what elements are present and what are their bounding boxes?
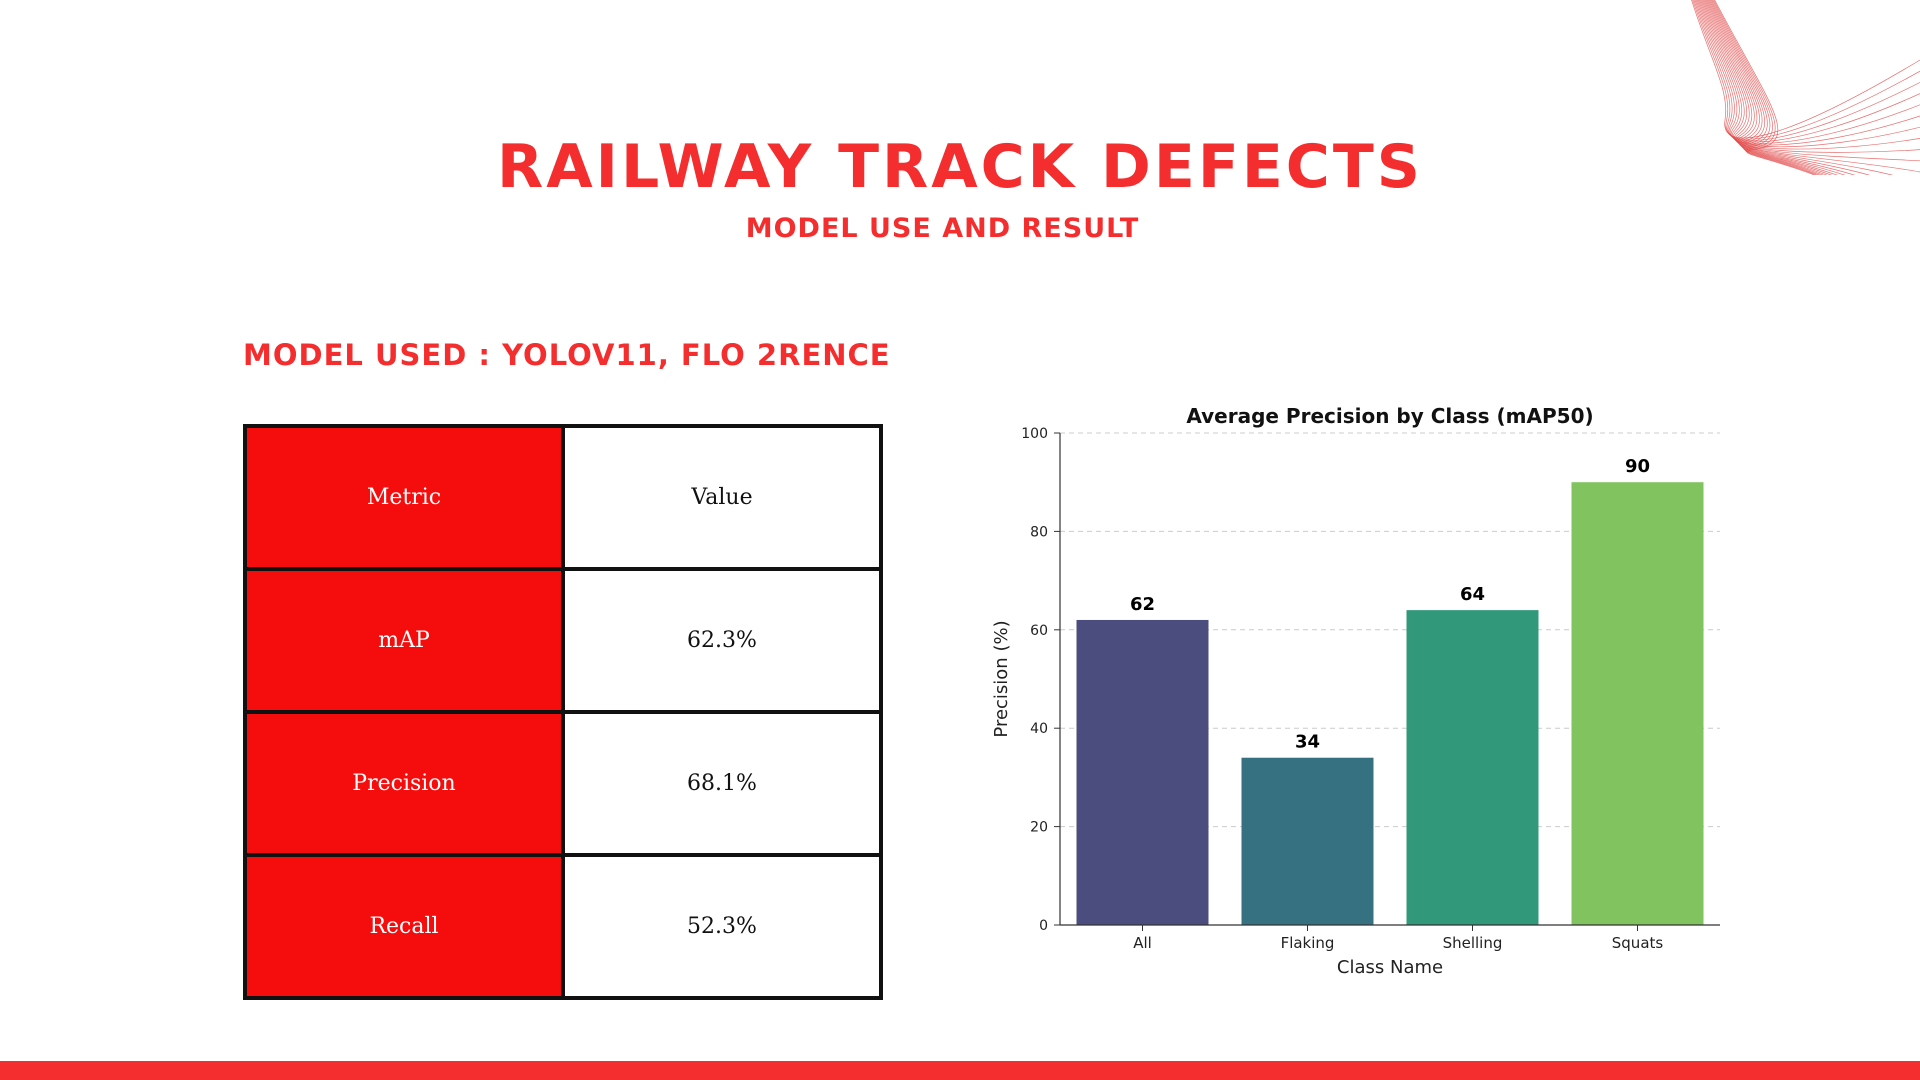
wave-line bbox=[1695, 0, 1920, 144]
y-axis-label: Precision (%) bbox=[991, 620, 1012, 737]
y-tick-label: 0 bbox=[1039, 918, 1048, 934]
table-row: Precision 68.1% bbox=[243, 710, 883, 857]
x-tick-label: Flaking bbox=[1281, 934, 1335, 952]
page-title: RAILWAY TRACK DEFECTS bbox=[497, 132, 1423, 202]
y-tick-label: 40 bbox=[1030, 721, 1048, 737]
table-row: mAP 62.3% bbox=[243, 567, 883, 714]
y-tick-label: 80 bbox=[1030, 524, 1048, 540]
wave-line bbox=[1714, 0, 1816, 175]
y-tick-label: 60 bbox=[1030, 623, 1048, 639]
wave-line bbox=[1703, 0, 1894, 175]
x-tick-label: Squats bbox=[1612, 934, 1664, 952]
wave-line bbox=[1693, 0, 1920, 141]
bar bbox=[1406, 610, 1539, 925]
table-header-metric: Metric bbox=[243, 424, 565, 571]
chart-title: Average Precision by Class (mAP50) bbox=[1186, 404, 1593, 428]
bar bbox=[1076, 619, 1209, 925]
wave-line bbox=[1699, 0, 1920, 150]
page-subtitle: MODEL USE AND RESULT bbox=[745, 213, 1140, 244]
x-tick-label: Shelling bbox=[1443, 934, 1503, 952]
table-header-value: Value bbox=[561, 424, 883, 571]
table-header-row: Metric Value bbox=[243, 424, 883, 571]
wave-line bbox=[1713, 0, 1818, 175]
wave-line bbox=[1706, 0, 1846, 175]
table-cell-metric: Precision bbox=[243, 710, 565, 857]
bar bbox=[1241, 757, 1374, 925]
wave-lines-icon bbox=[1691, 0, 1920, 175]
table-cell-value: 68.1% bbox=[561, 710, 883, 857]
table-cell-value: 52.3% bbox=[561, 853, 883, 1000]
y-tick-label: 100 bbox=[1021, 426, 1048, 442]
wave-line bbox=[1700, 0, 1920, 153]
wave-line bbox=[1709, 0, 1828, 175]
model-used-heading: MODEL USED : YOLOV11, FLO 2RENCE bbox=[243, 338, 891, 372]
table-cell-metric: mAP bbox=[243, 567, 565, 714]
wave-line bbox=[1692, 0, 1920, 140]
data-label: 62 bbox=[1130, 594, 1155, 615]
table-cell-value: 62.3% bbox=[561, 567, 883, 714]
precision-bar-chart: 0 20 40 60 80 100 62 All 34 Flaking 64 Shelling 90 Sq… bbox=[991, 404, 1720, 978]
wave-line bbox=[1702, 0, 1920, 173]
metrics-table: Metric Value mAP 62.3% Precision 68.1% R… bbox=[243, 424, 883, 1000]
bottom-accent-bar bbox=[0, 1061, 1920, 1080]
wave-line bbox=[1696, 0, 1920, 146]
data-label: 90 bbox=[1625, 456, 1650, 477]
wave-line bbox=[1691, 0, 1920, 139]
x-axis-label: Class Name bbox=[1337, 957, 1443, 978]
wave-line bbox=[1697, 0, 1920, 148]
wave-line bbox=[1705, 0, 1856, 175]
y-tick-label: 20 bbox=[1030, 820, 1048, 836]
table-row: Recall 52.3% bbox=[243, 853, 883, 1000]
wave-line bbox=[1701, 0, 1920, 162]
data-label: 64 bbox=[1460, 584, 1485, 605]
wave-line bbox=[1712, 0, 1821, 175]
table-cell-metric: Recall bbox=[243, 853, 565, 1000]
wave-line bbox=[1708, 0, 1832, 175]
wave-line bbox=[1694, 0, 1920, 143]
bar bbox=[1571, 482, 1704, 925]
wave-line bbox=[1704, 0, 1870, 175]
data-label: 34 bbox=[1295, 732, 1320, 753]
wave-line bbox=[1707, 0, 1838, 175]
wave-line bbox=[1711, 0, 1824, 175]
x-tick-label: All bbox=[1133, 934, 1152, 952]
